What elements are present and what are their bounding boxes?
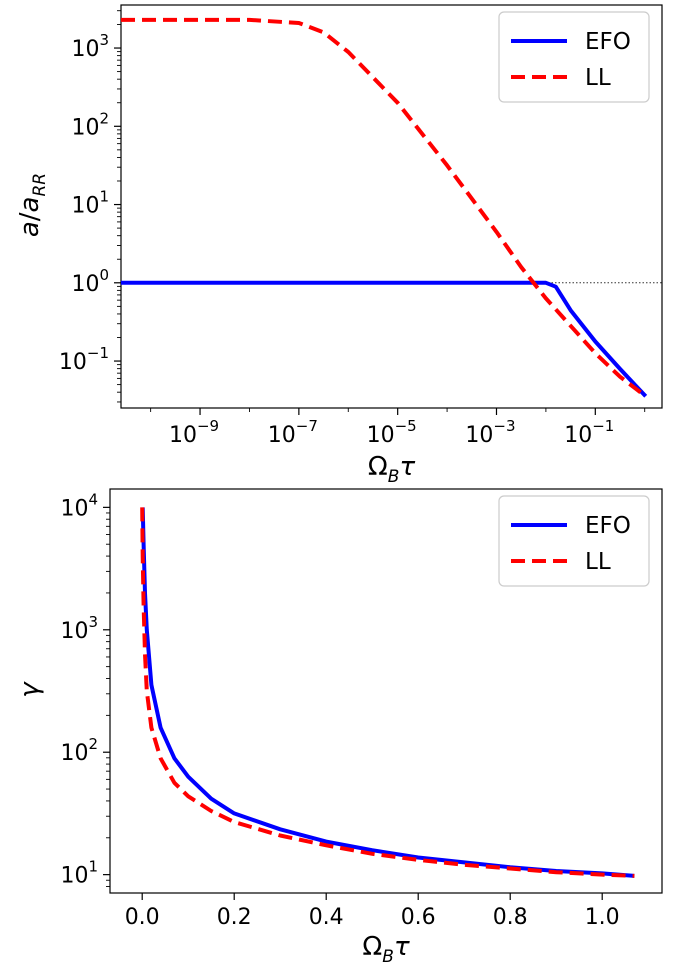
x-tick-label: 0.0 bbox=[125, 905, 160, 930]
legend-label-ll: LL bbox=[585, 549, 611, 575]
series-ll-line bbox=[121, 17, 647, 398]
y-axis-label: a/aRR bbox=[15, 173, 50, 237]
y-tick-label: 100 bbox=[71, 266, 109, 297]
x-axis-label: ΩBτ bbox=[368, 452, 416, 487]
x-tick-label: 0.4 bbox=[309, 905, 344, 930]
y-tick-label: 101 bbox=[60, 858, 98, 889]
axes-frame bbox=[120, 4, 663, 409]
x-tick-label: 10−5 bbox=[367, 417, 417, 448]
x-tick-label: 10−3 bbox=[465, 417, 515, 448]
lorentz-factor-chart: 101 102 103 104 0.0 0.2 0.4 0.6 0.8 1.0 ΩBτ γ EFO LL bbox=[15, 488, 663, 967]
series-ll-line bbox=[140, 507, 635, 878]
legend-label-efo: EFO bbox=[585, 29, 631, 55]
x-tick-label: 10−7 bbox=[268, 417, 318, 448]
legend: EFO LL bbox=[498, 495, 650, 587]
y-tick-label: 102 bbox=[71, 109, 109, 140]
axes-frame bbox=[109, 488, 663, 894]
y-tick-label: 101 bbox=[71, 188, 109, 219]
legend-label-efo: EFO bbox=[585, 513, 631, 539]
y-axis-label: γ bbox=[15, 681, 45, 698]
y-tick-label: 10−1 bbox=[59, 344, 109, 375]
x-tick-label: 0.6 bbox=[401, 905, 436, 930]
legend-label-ll: LL bbox=[585, 65, 611, 91]
x-tick-label: 0.2 bbox=[217, 905, 252, 930]
x-tick-label: 0.8 bbox=[493, 905, 528, 930]
x-tick-label: 10−9 bbox=[169, 417, 219, 448]
y-tick-label: 103 bbox=[60, 613, 98, 644]
legend-box bbox=[498, 495, 650, 587]
x-tick-label: 10−1 bbox=[564, 417, 614, 448]
legend-box bbox=[498, 11, 650, 103]
y-tick-label: 102 bbox=[60, 735, 98, 766]
series-efo-line bbox=[121, 280, 648, 398]
acceleration-ratio-chart: 10−1 100 101 102 103 10−9 10−7 10−5 10−3 10−1 ΩBτ a… bbox=[15, 4, 663, 487]
y-tick-label: 104 bbox=[60, 490, 98, 521]
x-tick-label: 1.0 bbox=[585, 905, 620, 930]
x-axis-label: ΩBτ bbox=[362, 932, 410, 967]
legend: EFO LL bbox=[498, 11, 650, 103]
y-tick-label: 103 bbox=[71, 31, 109, 62]
